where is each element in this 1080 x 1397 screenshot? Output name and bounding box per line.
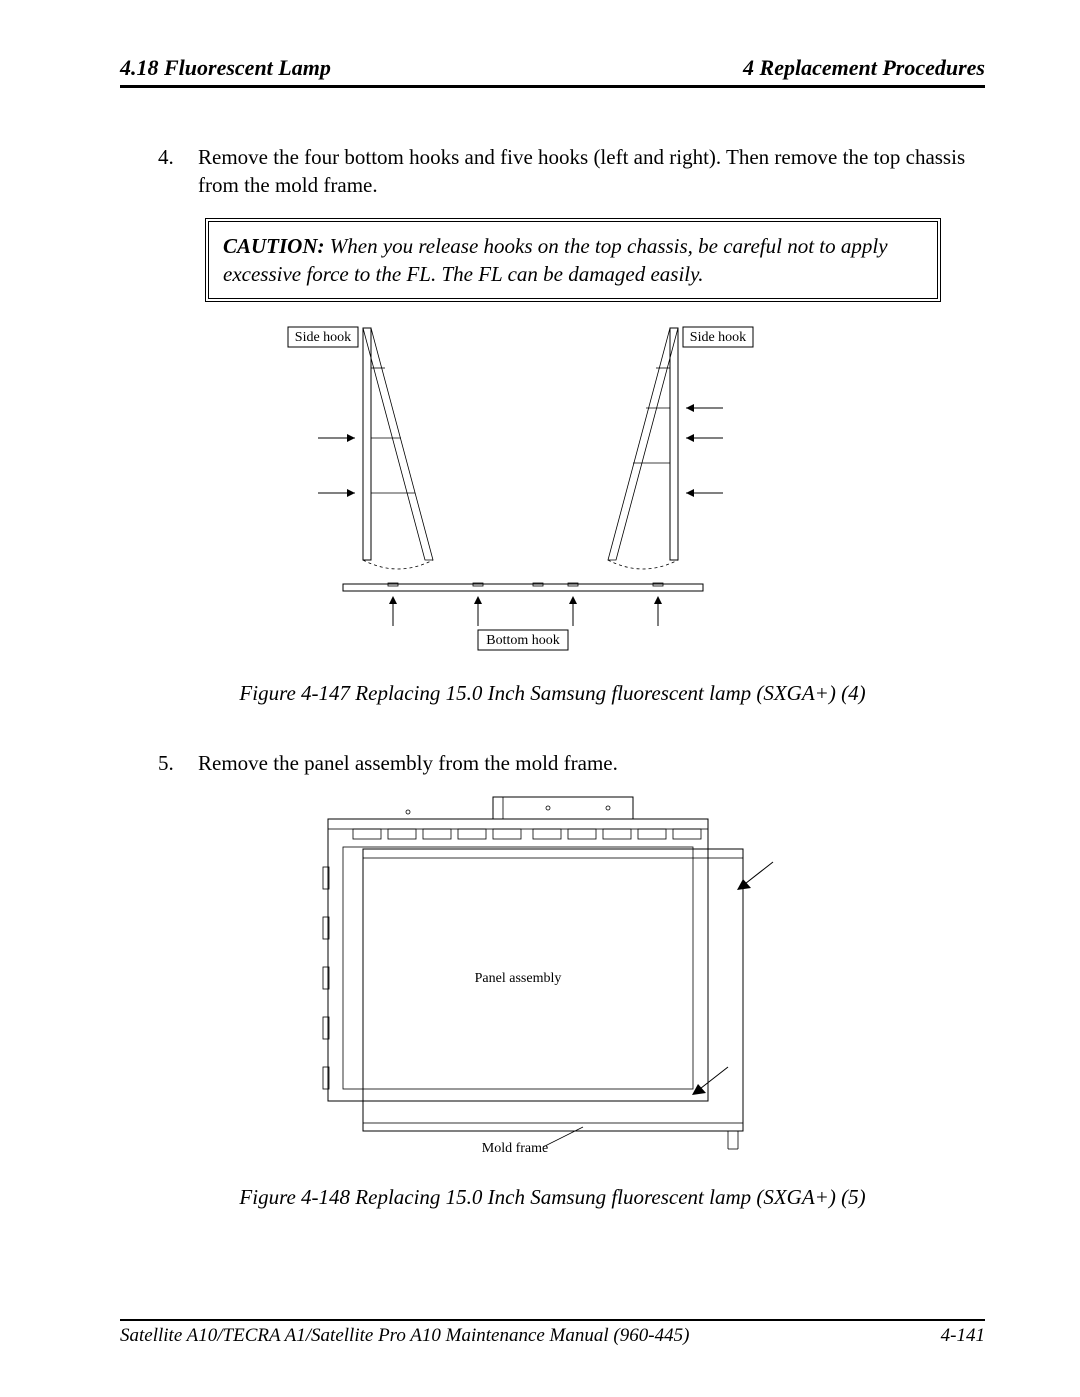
- side-hook-left-label: Side hook: [288, 327, 358, 347]
- svg-text:Bottom hook: Bottom hook: [486, 633, 560, 648]
- page: 4.18 Fluorescent Lamp 4 Replacement Proc…: [0, 0, 1080, 1397]
- step-5-text: Remove the panel assembly from the mold …: [198, 749, 985, 777]
- bottom-hook-label: Bottom hook: [478, 630, 568, 650]
- step-5-number: 5.: [120, 749, 198, 777]
- page-footer: Satellite A10/TECRA A1/Satellite Pro A10…: [120, 1319, 985, 1347]
- footer-left: Satellite A10/TECRA A1/Satellite Pro A10…: [120, 1325, 689, 1347]
- body: 4. Remove the four bottom hooks and five…: [120, 143, 985, 1211]
- svg-text:Side hook: Side hook: [294, 330, 350, 345]
- right-side-piece: [608, 328, 723, 569]
- arrow-icon: [569, 596, 577, 626]
- arrow-icon: [318, 434, 355, 442]
- figure-147: Side hook Side hook: [120, 308, 985, 707]
- header-right: 4 Replacement Procedures: [743, 55, 985, 81]
- arrow-icon: [737, 862, 773, 890]
- side-hook-right-label: Side hook: [683, 327, 753, 347]
- step-4: 4. Remove the four bottom hooks and five…: [120, 143, 985, 200]
- caution-box: CAUTION: When you release hooks on the t…: [205, 218, 941, 303]
- arrow-icon: [654, 596, 662, 626]
- step-5: 5. Remove the panel assembly from the mo…: [120, 749, 985, 777]
- figure-148: Panel assembly Mold frame Figure 4-148 R…: [120, 787, 985, 1211]
- panel-assembly: [323, 797, 708, 1101]
- figure-147-svg: Side hook Side hook: [273, 308, 833, 653]
- arrow-icon: [318, 489, 355, 497]
- mold-frame: [363, 849, 743, 1149]
- panel-assembly-label: Panel assembly: [474, 971, 561, 986]
- arrow-icon: [692, 1067, 728, 1095]
- arrow-icon: [389, 596, 397, 626]
- arrow-icon: [686, 434, 723, 442]
- header-left: 4.18 Fluorescent Lamp: [120, 55, 331, 81]
- figure-147-caption: Figure 4-147 Replacing 15.0 Inch Samsung…: [120, 679, 985, 707]
- left-side-piece: [318, 328, 433, 569]
- step-4-text: Remove the four bottom hooks and five ho…: [198, 143, 985, 200]
- svg-text:Side hook: Side hook: [689, 330, 745, 345]
- mold-frame-label: Mold frame: [481, 1141, 547, 1156]
- arrow-icon: [686, 489, 723, 497]
- figure-148-svg: Panel assembly Mold frame: [293, 787, 813, 1157]
- figure-148-caption: Figure 4-148 Replacing 15.0 Inch Samsung…: [120, 1183, 985, 1211]
- arrow-icon: [686, 404, 723, 412]
- arrow-icon: [474, 596, 482, 626]
- bottom-bar: [343, 583, 703, 591]
- footer-right: 4-141: [941, 1325, 985, 1347]
- step-4-number: 4.: [120, 143, 198, 200]
- caution-lead: CAUTION:: [223, 234, 325, 258]
- page-header: 4.18 Fluorescent Lamp 4 Replacement Proc…: [120, 55, 985, 88]
